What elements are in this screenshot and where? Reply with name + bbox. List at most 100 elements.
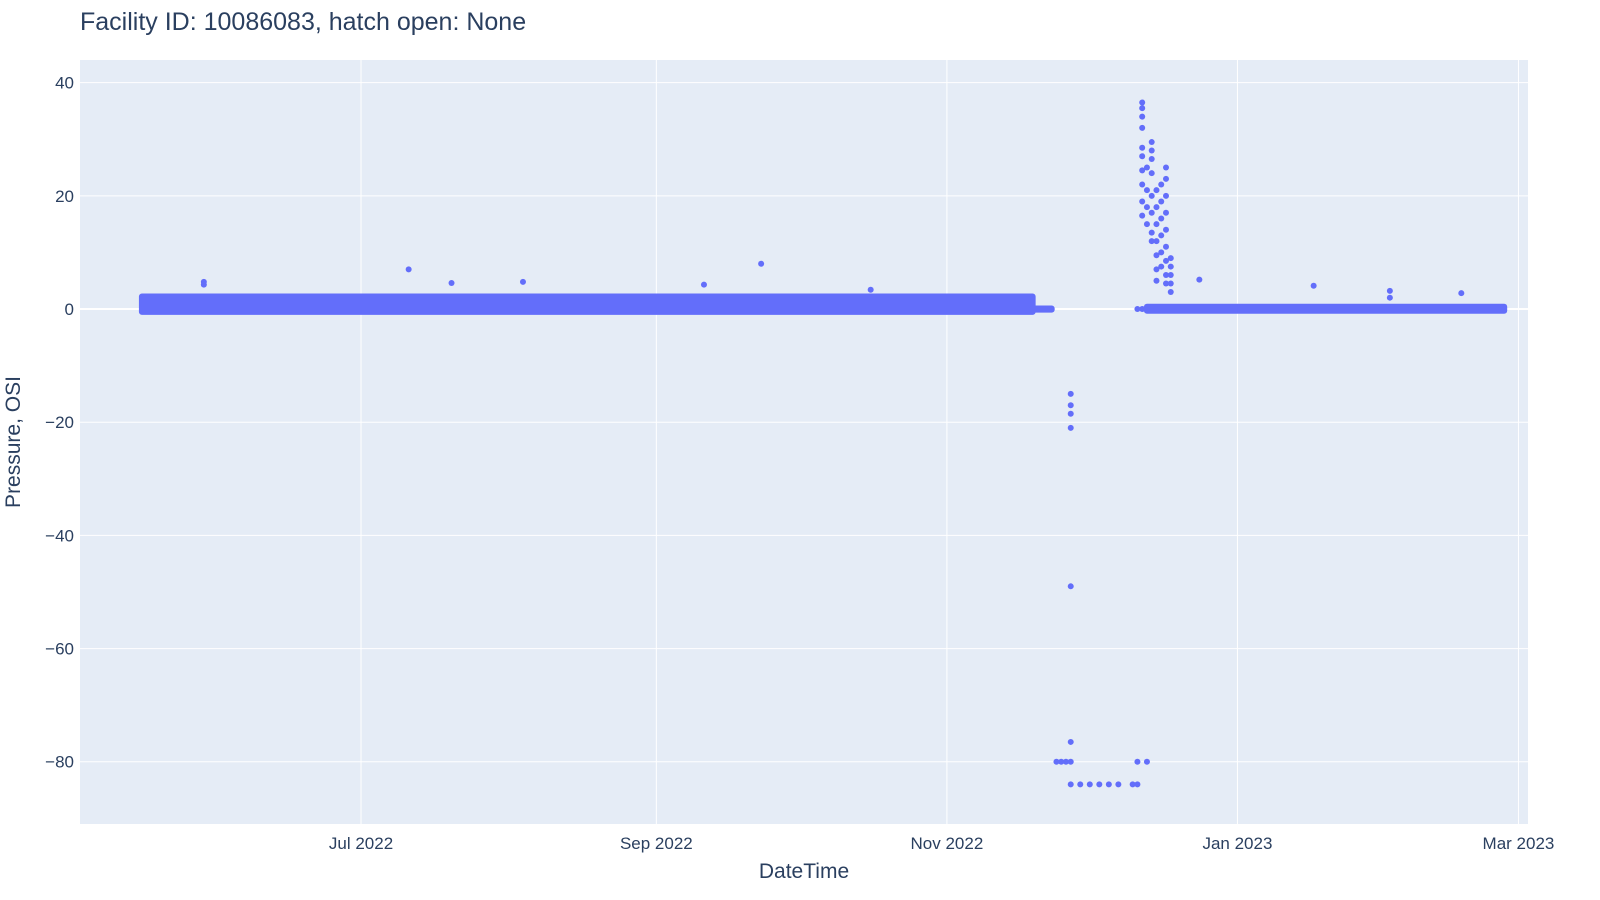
y-tick-label: 40 [55, 74, 74, 93]
data-point [1167, 255, 1174, 262]
data-point [1053, 758, 1060, 765]
data-band [1029, 305, 1055, 313]
data-point [1139, 113, 1146, 120]
data-point [1086, 781, 1093, 788]
plot-area[interactable] [80, 60, 1528, 824]
data-point [1153, 266, 1160, 273]
data-point [1139, 181, 1146, 188]
data-point [1067, 402, 1074, 409]
data-point [1139, 198, 1146, 205]
data-point [1148, 156, 1155, 163]
data-point [405, 266, 412, 273]
data-point [200, 281, 207, 288]
data-point [1134, 781, 1141, 788]
data-band [1143, 303, 1508, 314]
data-point [1153, 306, 1160, 313]
data-point [1148, 192, 1155, 199]
data-band [138, 293, 1036, 315]
data-point [1163, 175, 1169, 182]
data-point [1139, 144, 1146, 151]
data-point [1158, 263, 1165, 270]
data-point [1062, 758, 1069, 765]
data-point [1158, 232, 1165, 239]
data-point [1310, 282, 1317, 289]
data-point [1134, 758, 1141, 765]
y-tick-label: −40 [45, 526, 74, 545]
data-point [1163, 164, 1169, 171]
x-tick-label: Sep 2022 [620, 834, 693, 853]
data-point [519, 278, 526, 285]
data-point [1158, 249, 1165, 256]
y-tick-label: −80 [45, 753, 74, 772]
y-tick-label: 20 [55, 187, 74, 206]
data-point [1139, 167, 1146, 174]
data-point [1139, 124, 1146, 131]
data-point [1148, 147, 1155, 154]
data-point [1067, 410, 1074, 417]
x-tick-label: Jul 2022 [329, 834, 393, 853]
x-axis-title: DateTime [759, 860, 849, 883]
data-point [1143, 204, 1150, 211]
data-point [1167, 280, 1174, 287]
data-point [1077, 781, 1084, 788]
x-tick-label: Nov 2022 [911, 834, 984, 853]
data-point [1067, 390, 1074, 397]
data-point [1196, 276, 1203, 283]
data-point [1163, 243, 1169, 250]
data-point [1096, 781, 1103, 788]
data-point [1153, 238, 1160, 245]
data-point [1163, 192, 1169, 199]
y-axis-ticks: 40 20 0 −20 −40 −60 −80 [45, 74, 74, 772]
data-point [1139, 153, 1146, 160]
data-point [1167, 263, 1174, 270]
data-point [1163, 272, 1169, 279]
y-tick-label: −60 [45, 640, 74, 659]
data-point [1139, 105, 1146, 112]
y-tick-label: 0 [65, 300, 74, 319]
data-point [1386, 287, 1393, 294]
data-point [1167, 289, 1174, 296]
data-point [1143, 758, 1150, 765]
data-point [1067, 758, 1074, 765]
data-point [1148, 170, 1155, 177]
data-point [1153, 204, 1160, 211]
data-point [1067, 583, 1074, 590]
data-point [1153, 187, 1160, 194]
data-point [1148, 238, 1155, 245]
data-point [1115, 781, 1122, 788]
data-point [1458, 290, 1465, 297]
data-point [758, 260, 765, 267]
data-point [1139, 99, 1146, 106]
data-point [1158, 181, 1165, 188]
data-point [1139, 306, 1146, 313]
data-point [1139, 212, 1146, 219]
grid-lines [80, 60, 1528, 824]
data-point [1163, 280, 1169, 287]
data-point [1143, 187, 1150, 194]
data-point [1105, 781, 1112, 788]
data-point [1386, 294, 1393, 301]
data-point [1129, 781, 1136, 788]
data-point [1163, 257, 1169, 264]
data-point [1153, 277, 1160, 284]
data-point [1067, 424, 1074, 431]
data-point [1153, 221, 1160, 228]
data-point [1067, 781, 1074, 788]
x-tick-label: Mar 2023 [1483, 834, 1555, 853]
data-points [138, 99, 1508, 788]
data-point [448, 279, 455, 286]
data-point [1148, 209, 1155, 216]
data-point [1153, 252, 1160, 259]
y-axis-title: Pressure, OSI [2, 376, 25, 508]
data-point [1158, 215, 1165, 222]
data-point [867, 286, 874, 293]
data-point [700, 281, 707, 288]
data-point [1058, 758, 1065, 765]
data-point [1148, 229, 1155, 236]
data-point [1158, 198, 1165, 205]
data-point [1163, 209, 1169, 216]
data-point [1148, 139, 1155, 146]
data-point [1143, 221, 1150, 228]
data-point [1163, 226, 1169, 233]
